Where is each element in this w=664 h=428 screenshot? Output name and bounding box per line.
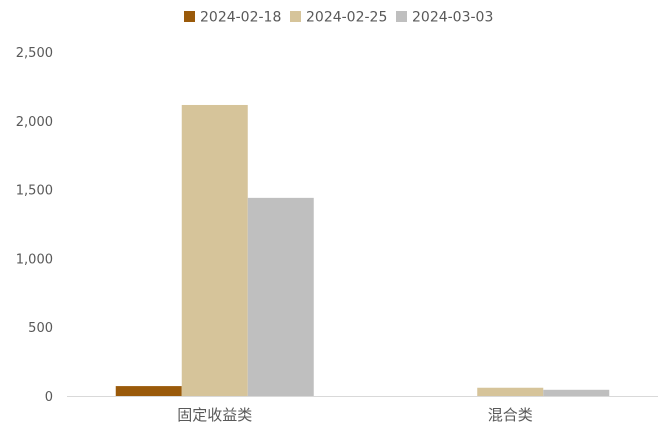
y-tick-label: 2,500 (16, 46, 53, 61)
bar-0-1 (181, 104, 248, 396)
legend: 2024-02-18 2024-02-25 2024-03-03 (184, 10, 493, 26)
legend-label-1: 2024-02-25 (306, 10, 387, 26)
legend-swatch-0 (184, 11, 195, 22)
y-tick-label: 0 (45, 390, 53, 405)
y-tick-label: 1,000 (16, 252, 53, 267)
bar-1-2 (543, 389, 610, 396)
x-category-label: 固定收益类 (177, 406, 252, 424)
legend-label-2: 2024-03-03 (412, 10, 493, 26)
legend-swatch-2 (396, 11, 407, 22)
bar-0-0 (115, 386, 182, 396)
x-category-label: 混合类 (488, 406, 533, 424)
bar-0-2 (247, 197, 314, 396)
y-tick-label: 2,000 (16, 115, 53, 130)
legend-swatch-1 (290, 11, 301, 22)
y-tick-label: 1,500 (16, 184, 53, 199)
x-axis: 固定收益类 混合类 (67, 396, 658, 424)
y-axis: 0 500 1,000 1,500 2,000 2,500 (16, 46, 53, 405)
legend-label-0: 2024-02-18 (200, 10, 281, 26)
y-tick-label: 500 (28, 321, 53, 336)
bars (115, 104, 610, 396)
bar-1-1 (477, 387, 544, 396)
